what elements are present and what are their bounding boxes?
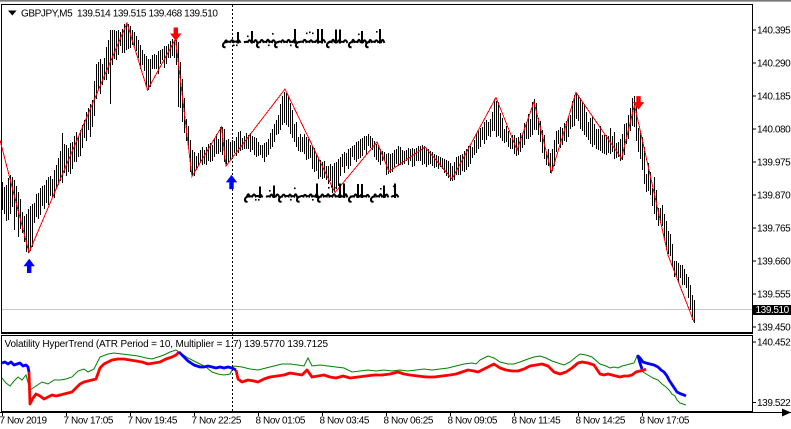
svg-text:8 Nov 09:05: 8 Nov 09:05 bbox=[448, 416, 498, 427]
svg-text:139.870: 139.870 bbox=[757, 190, 791, 201]
svg-text:8 Nov 01:05: 8 Nov 01:05 bbox=[256, 416, 306, 427]
svg-text:8 Nov 03:45: 8 Nov 03:45 bbox=[320, 416, 370, 427]
svg-text:7 Nov 19:45: 7 Nov 19:45 bbox=[128, 416, 178, 427]
svg-text:139.522: 139.522 bbox=[757, 398, 791, 409]
svg-text:140.290: 140.290 bbox=[757, 58, 791, 69]
svg-text:7 Nov 17:05: 7 Nov 17:05 bbox=[64, 416, 114, 427]
svg-text:139.555: 139.555 bbox=[757, 289, 791, 300]
svg-text:139.514 139.515 139.468 139.51: 139.514 139.515 139.468 139.510 bbox=[77, 9, 218, 20]
svg-text:140.395: 140.395 bbox=[757, 25, 791, 36]
svg-text:8 Nov 11:45: 8 Nov 11:45 bbox=[512, 416, 562, 427]
svg-text:140.185: 140.185 bbox=[757, 91, 791, 102]
svg-text:139.510: 139.510 bbox=[756, 305, 790, 316]
svg-text:Volatility HyperTrend (ATR Per: Volatility HyperTrend (ATR Period = 10, … bbox=[5, 339, 329, 350]
svg-text:8 Nov 17:05: 8 Nov 17:05 bbox=[640, 416, 690, 427]
svg-text:GBPJPY,M5: GBPJPY,M5 bbox=[21, 9, 73, 20]
svg-text:139.660: 139.660 bbox=[757, 256, 791, 267]
svg-text:140.080: 140.080 bbox=[757, 124, 791, 135]
svg-text:8 Nov 14:25: 8 Nov 14:25 bbox=[576, 416, 626, 427]
svg-text:7 Nov 2019: 7 Nov 2019 bbox=[0, 416, 47, 427]
svg-text:139.975: 139.975 bbox=[757, 157, 791, 168]
svg-text:8 Nov 06:25: 8 Nov 06:25 bbox=[384, 416, 434, 427]
svg-text:139.765: 139.765 bbox=[757, 223, 791, 234]
svg-text:140.452: 140.452 bbox=[757, 338, 791, 349]
svg-text:7 Nov 22:25: 7 Nov 22:25 bbox=[192, 416, 242, 427]
svg-text:139.450: 139.450 bbox=[757, 322, 791, 333]
